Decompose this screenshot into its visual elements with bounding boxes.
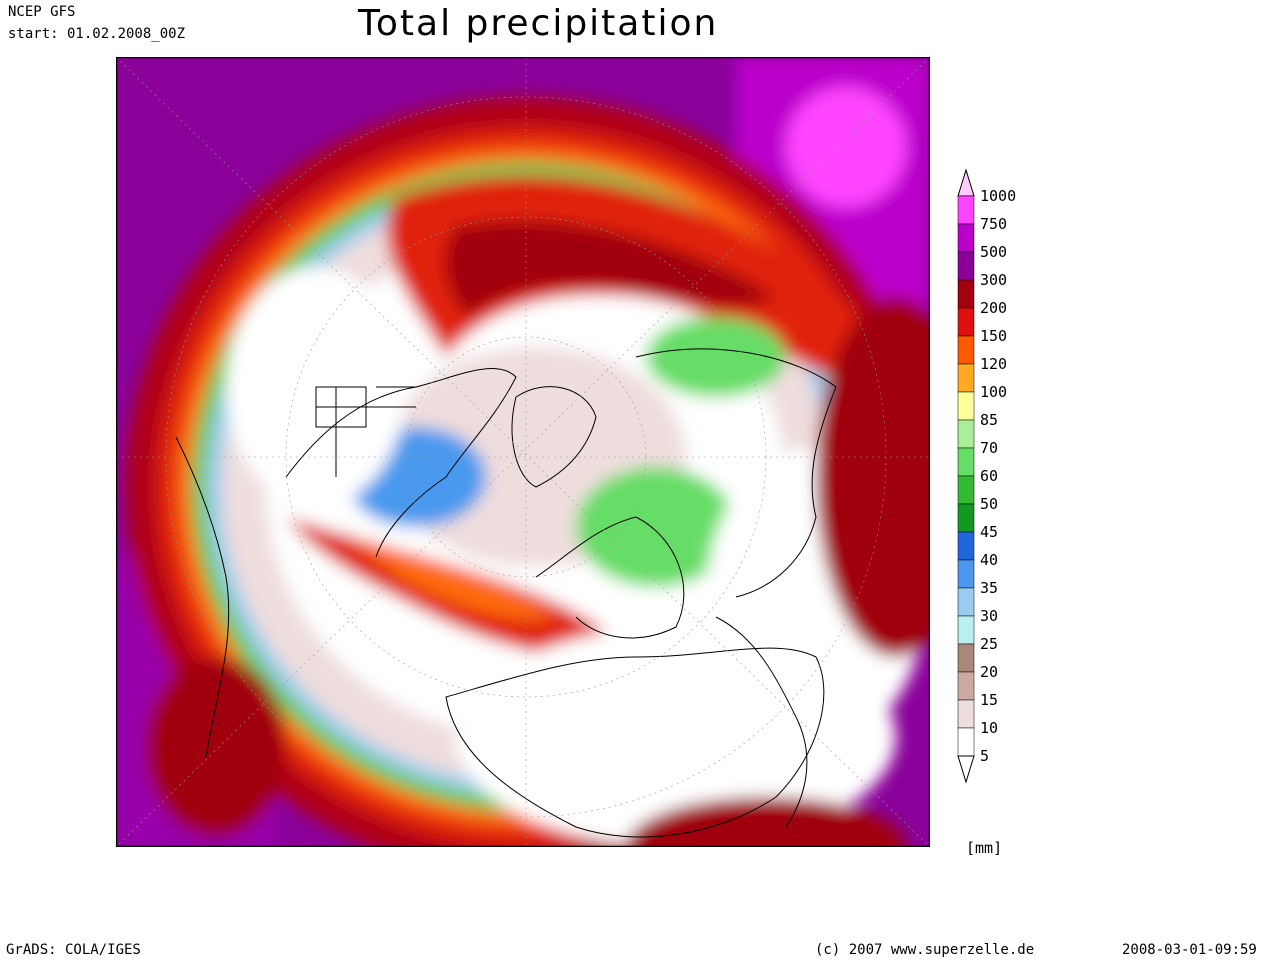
legend-swatch-500 (957, 223, 975, 253)
legend-swatch-120 (957, 335, 975, 365)
legend-swatch-150 (957, 307, 975, 337)
legend-swatch-40 (957, 531, 975, 561)
legend-swatch-100 (957, 363, 975, 393)
legend-swatch-750 (957, 195, 975, 225)
start-time-label: start: 01.02.2008_00Z (8, 26, 186, 42)
legend-label-10: 10 (980, 719, 999, 737)
legend-bar (957, 168, 975, 784)
legend-label-300: 300 (980, 271, 1008, 289)
legend-label-500: 500 (980, 243, 1008, 261)
legend-label-5: 5 (980, 747, 990, 765)
legend-swatch-35 (957, 559, 975, 589)
legend-swatch-200 (957, 279, 975, 309)
unit-label: [mm] (966, 839, 1003, 857)
legend-label-100: 100 (980, 383, 1008, 401)
legend-label-70: 70 (980, 439, 999, 457)
precipitation-field (116, 57, 930, 847)
legend-swatch-5 (957, 727, 975, 757)
legend-top-arrow (957, 168, 975, 197)
legend-label-60: 60 (980, 467, 999, 485)
page-title: Total precipitation (358, 3, 719, 44)
legend-label-200: 200 (980, 299, 1008, 317)
legend-label-120: 120 (980, 355, 1008, 373)
legend-bottom-arrow (957, 755, 975, 784)
color-legend (957, 168, 975, 784)
legend-swatch-45 (957, 503, 975, 533)
legend-label-35: 35 (980, 579, 999, 597)
legend-swatch-10 (957, 699, 975, 729)
legend-label-40: 40 (980, 551, 999, 569)
legend-swatch-20 (957, 643, 975, 673)
legend-label-25: 25 (980, 635, 999, 653)
model-label: NCEP GFS (8, 4, 76, 20)
legend-label-30: 30 (980, 607, 999, 625)
legend-label-50: 50 (980, 495, 999, 513)
graticule (116, 57, 930, 847)
legend-label-1000: 1000 (980, 187, 1017, 205)
footer-copyright: (c) 2007 www.superzelle.de (815, 942, 1035, 958)
map-frame (116, 57, 930, 847)
footer-timestamp: 2008-03-01-09:59 (1122, 942, 1257, 958)
legend-swatch-30 (957, 587, 975, 617)
legend-swatch-60 (957, 447, 975, 477)
legend-label-85: 85 (980, 411, 999, 429)
legend-label-15: 15 (980, 691, 999, 709)
legend-swatch-15 (957, 671, 975, 701)
legend-swatch-300 (957, 251, 975, 281)
precipitation-map (116, 57, 930, 847)
legend-swatch-25 (957, 615, 975, 645)
coastlines (175, 348, 837, 838)
legend-label-20: 20 (980, 663, 999, 681)
legend-label-750: 750 (980, 215, 1008, 233)
footer-grads: GrADS: COLA/IGES (6, 942, 141, 958)
legend-swatch-50 (957, 475, 975, 505)
legend-label-150: 150 (980, 327, 1008, 345)
legend-label-45: 45 (980, 523, 999, 541)
legend-swatch-70 (957, 419, 975, 449)
legend-swatch-85 (957, 391, 975, 421)
